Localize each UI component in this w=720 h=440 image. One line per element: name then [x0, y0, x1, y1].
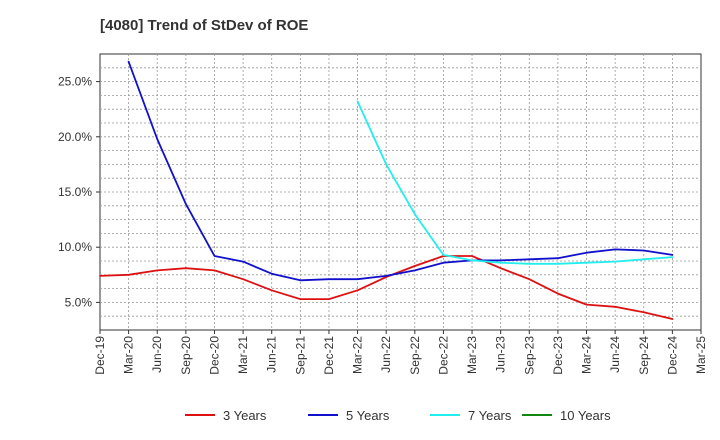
legend: 3 Years 5 Years 7 Years 10 Years: [185, 408, 611, 423]
x-tick-label: Jun-24: [608, 336, 622, 373]
grid: [100, 54, 701, 330]
series-lines: [99, 60, 674, 320]
x-axis-ticks: Dec-19 Mar-20 Jun-20 Sep-20 Dec-20 Mar-21 Jun-…: [93, 330, 708, 375]
x-tick-label: Mar-20: [122, 336, 136, 374]
series-line-3-years: [99, 255, 674, 320]
x-tick-label: Mar-23: [465, 336, 479, 374]
x-tick-label: Dec-24: [665, 336, 679, 375]
x-tick-label: Mar-21: [236, 336, 250, 374]
y-tick-label: 5.0%: [65, 295, 93, 309]
x-tick-label: Dec-20: [207, 336, 221, 375]
x-tick-label: Dec-21: [322, 336, 336, 375]
x-tick-label: Sep-22: [408, 336, 422, 375]
x-tick-label: Sep-21: [293, 336, 307, 375]
x-tick-label: Mar-25: [694, 336, 708, 374]
x-tick-label: Mar-24: [580, 336, 594, 374]
chart-title: [4080] Trend of StDev of ROE: [100, 17, 308, 34]
series-line-5-years: [127, 60, 674, 282]
y-tick-label: 20.0%: [58, 130, 92, 144]
x-tick-label: Dec-23: [551, 336, 565, 375]
x-tick-label: Dec-22: [436, 336, 450, 375]
x-tick-label: Jun-23: [494, 336, 508, 373]
x-tick-label: Sep-20: [179, 336, 193, 375]
x-tick-label: Jun-21: [265, 336, 279, 373]
x-tick-label: Sep-23: [522, 336, 536, 375]
y-tick-label: 10.0%: [58, 240, 92, 254]
x-tick-label: Sep-24: [637, 336, 651, 375]
x-tick-label: Jun-20: [150, 336, 164, 373]
x-tick-label: Mar-22: [351, 336, 365, 374]
y-axis-ticks: 5.0% 10.0% 15.0% 20.0% 25.0%: [58, 75, 100, 309]
legend-label-10-years: 10 Years: [560, 408, 611, 423]
x-tick-label: Jun-22: [379, 336, 393, 373]
legend-label-5-years: 5 Years: [346, 408, 390, 423]
legend-label-3-years: 3 Years: [223, 408, 267, 423]
legend-label-7-years: 7 Years: [468, 408, 512, 423]
y-tick-label: 25.0%: [58, 75, 92, 89]
series-line-7-years: [356, 100, 674, 265]
x-tick-label: Dec-19: [93, 336, 107, 375]
y-tick-label: 15.0%: [58, 185, 92, 199]
